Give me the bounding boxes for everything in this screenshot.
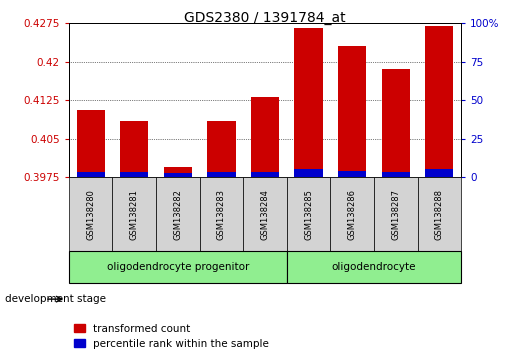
Bar [164,173,192,177]
Text: oligodendrocyte progenitor: oligodendrocyte progenitor [107,262,249,272]
Text: GSM138283: GSM138283 [217,189,226,240]
Bar [207,120,235,177]
Bar [243,177,287,251]
Bar [338,171,366,177]
Text: GSM138284: GSM138284 [261,189,269,240]
Bar [338,46,366,177]
Bar [251,97,279,177]
Text: GDS2380 / 1391784_at: GDS2380 / 1391784_at [184,11,346,25]
Legend: transformed count, percentile rank within the sample: transformed count, percentile rank withi… [74,324,269,349]
Bar [295,169,323,177]
Text: GSM138281: GSM138281 [130,189,139,240]
Text: GSM138287: GSM138287 [391,189,400,240]
Bar [200,177,243,251]
Bar [76,110,105,177]
Text: oligodendrocyte: oligodendrocyte [332,262,416,272]
Bar [418,177,461,251]
Bar [330,177,374,251]
Bar [164,167,192,177]
Text: GSM138286: GSM138286 [348,189,357,240]
Bar [120,120,148,177]
Bar [374,177,418,251]
Bar [287,177,330,251]
Bar [76,172,105,177]
Bar [156,177,200,251]
Bar [69,177,112,251]
Bar [287,251,461,283]
Bar [425,169,454,177]
Bar [251,172,279,177]
Bar [425,25,454,177]
Text: GSM138288: GSM138288 [435,189,444,240]
Bar [382,172,410,177]
Bar [120,172,148,177]
Bar [295,28,323,177]
Text: GSM138282: GSM138282 [173,189,182,240]
Bar [69,251,287,283]
Text: GSM138285: GSM138285 [304,189,313,240]
Text: GSM138280: GSM138280 [86,189,95,240]
Bar [112,177,156,251]
Bar [207,172,235,177]
Text: development stage: development stage [5,294,107,304]
Bar [382,69,410,177]
